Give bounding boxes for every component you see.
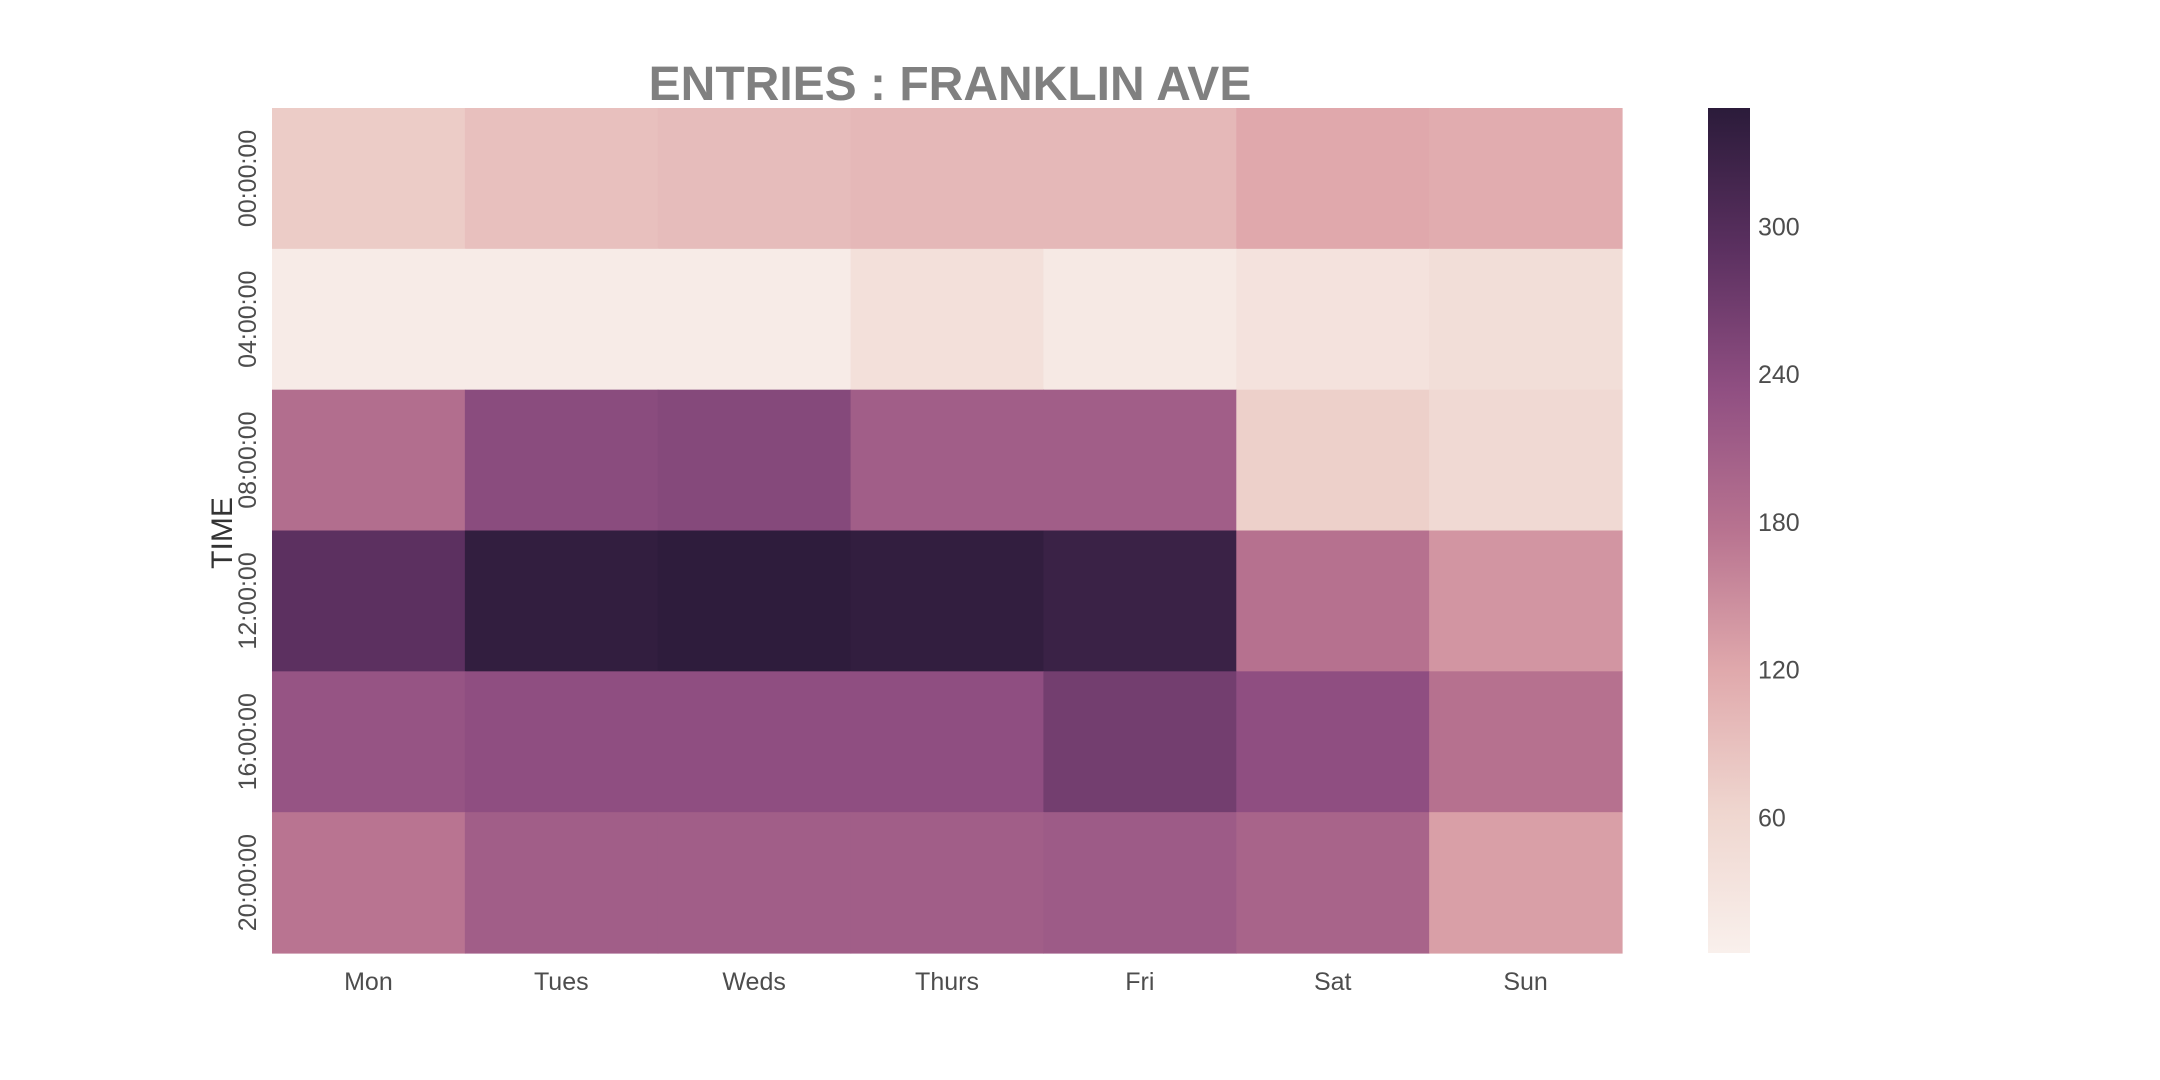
x-tick-label: Mon bbox=[344, 968, 393, 996]
colorbar-tick-label: 60 bbox=[1758, 805, 1786, 833]
heatmap-cell bbox=[1429, 108, 1623, 250]
x-tick-labels: Mon Tues Weds Thurs Fri Sat Sun bbox=[344, 968, 1548, 996]
y-tick-label: 04:00:00 bbox=[234, 271, 262, 368]
colorbar-tick-label: 120 bbox=[1758, 657, 1800, 685]
heatmap-cell bbox=[1043, 530, 1237, 672]
heatmap-cell bbox=[272, 671, 466, 813]
y-tick-label: 00:00:00 bbox=[234, 130, 262, 227]
heatmap-cell bbox=[1236, 108, 1430, 250]
heatmap-cell bbox=[1236, 530, 1430, 672]
heatmap-cell bbox=[1043, 671, 1237, 813]
heatmap-cell bbox=[464, 812, 659, 954]
x-tick-label: Sun bbox=[1503, 968, 1547, 996]
heatmap-cell bbox=[657, 671, 852, 813]
colorbar-tick-label: 180 bbox=[1758, 509, 1800, 537]
heatmap-cell bbox=[1236, 389, 1430, 532]
heatmap-cell bbox=[850, 389, 1045, 532]
y-tick-label: 20:00:00 bbox=[234, 834, 262, 931]
y-tick-label: 16:00:00 bbox=[234, 693, 262, 790]
y-tick-label: 12:00:00 bbox=[234, 552, 262, 649]
x-tick-label: Sat bbox=[1314, 968, 1352, 996]
y-axis-label: TIME bbox=[206, 497, 239, 569]
heatmap-cell bbox=[272, 389, 466, 532]
heatmap-cell bbox=[1429, 812, 1623, 954]
heatmap-cell bbox=[464, 248, 659, 391]
heatmap-cell bbox=[850, 812, 1045, 954]
heatmap-cell bbox=[850, 671, 1045, 813]
heatmap-cell bbox=[1043, 248, 1237, 391]
heatmap-cell bbox=[1043, 389, 1237, 532]
heatmap-cell bbox=[657, 530, 852, 672]
heatmap-cell bbox=[464, 108, 659, 250]
x-tick-label: Tues bbox=[534, 968, 589, 996]
heatmap-cell bbox=[272, 248, 466, 391]
heatmap-cell bbox=[657, 248, 852, 391]
heatmap-cell bbox=[850, 248, 1045, 391]
heatmap-cell bbox=[657, 812, 852, 954]
heatmap-cell bbox=[1236, 671, 1430, 813]
heatmap-cell bbox=[1429, 530, 1623, 672]
heatmap-cell bbox=[1429, 389, 1623, 532]
chart-title: ENTRIES : FRANKLIN AVE bbox=[649, 58, 1252, 111]
colorbar-tick-label: 240 bbox=[1758, 361, 1800, 389]
colorbar: 60 120 180 240 300 bbox=[1708, 108, 1800, 953]
heatmap-cell bbox=[464, 671, 659, 813]
colorbar-tick-label: 300 bbox=[1758, 213, 1800, 241]
heatmap-cell bbox=[657, 108, 852, 250]
heatmap-cell bbox=[464, 389, 659, 532]
heatmap-cell bbox=[272, 530, 466, 672]
heatmap-cell bbox=[272, 812, 466, 954]
heatmap-cell bbox=[272, 108, 466, 250]
y-tick-labels: 00:00:00 04:00:00 08:00:00 12:00:00 16:00:00… bbox=[234, 130, 262, 931]
heatmap-cell bbox=[850, 108, 1045, 250]
y-tick-label: 08:00:00 bbox=[234, 411, 262, 508]
x-tick-label: Weds bbox=[722, 968, 785, 996]
heatmap-cells bbox=[272, 108, 1623, 954]
heatmap-cell bbox=[1043, 812, 1237, 954]
heatmap-cell bbox=[1429, 248, 1623, 391]
heatmap-cell bbox=[1236, 248, 1430, 391]
heatmap-cell bbox=[1043, 108, 1237, 250]
heatmap-cell bbox=[1236, 812, 1430, 954]
heatmap-cell bbox=[850, 530, 1045, 672]
heatmap-cell bbox=[1429, 671, 1623, 813]
x-tick-label: Fri bbox=[1125, 968, 1154, 996]
heatmap-cell bbox=[464, 530, 659, 672]
x-tick-label: Thurs bbox=[915, 968, 979, 996]
colorbar-gradient bbox=[1708, 108, 1750, 953]
heatmap-cell bbox=[657, 389, 852, 532]
